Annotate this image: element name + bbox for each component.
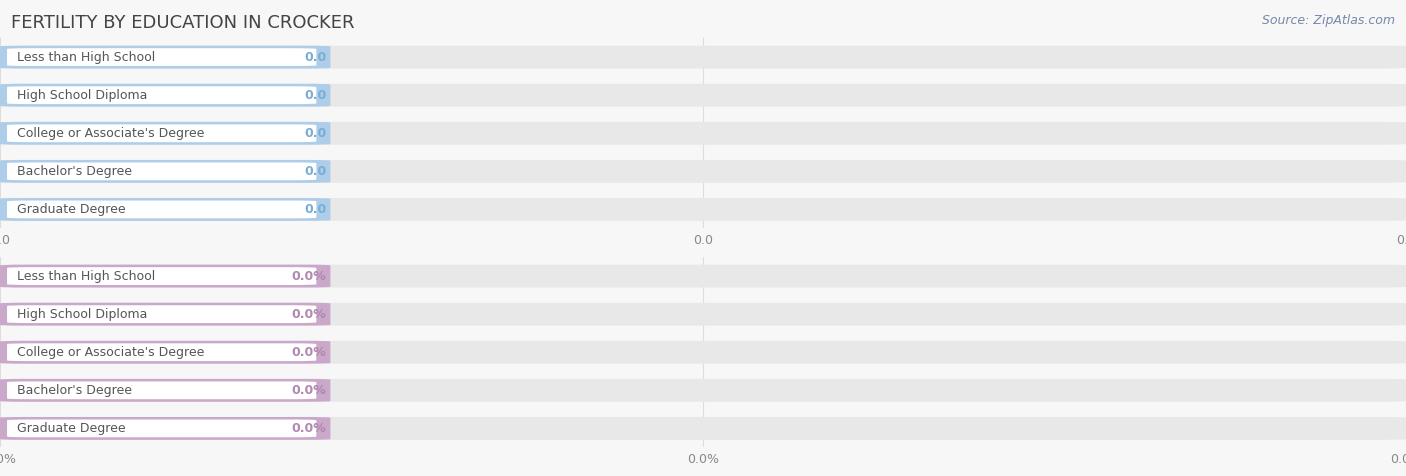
Text: Bachelor's Degree: Bachelor's Degree xyxy=(17,165,132,178)
Text: 0.0: 0.0 xyxy=(304,127,326,140)
FancyBboxPatch shape xyxy=(7,381,316,399)
FancyBboxPatch shape xyxy=(7,162,316,180)
Text: 0.0%: 0.0% xyxy=(291,307,326,321)
Text: College or Associate's Degree: College or Associate's Degree xyxy=(17,346,204,359)
Text: 0.0%: 0.0% xyxy=(291,422,326,435)
Text: Graduate Degree: Graduate Degree xyxy=(17,422,125,435)
FancyBboxPatch shape xyxy=(7,48,316,66)
FancyBboxPatch shape xyxy=(7,305,316,323)
FancyBboxPatch shape xyxy=(0,46,330,69)
FancyBboxPatch shape xyxy=(0,46,1406,69)
FancyBboxPatch shape xyxy=(7,419,316,437)
FancyBboxPatch shape xyxy=(0,265,330,288)
Text: College or Associate's Degree: College or Associate's Degree xyxy=(17,127,204,140)
FancyBboxPatch shape xyxy=(7,267,316,285)
FancyBboxPatch shape xyxy=(0,160,1406,183)
Text: 0.0%: 0.0% xyxy=(291,346,326,359)
FancyBboxPatch shape xyxy=(7,86,316,104)
Text: 0.0: 0.0 xyxy=(304,50,326,64)
Text: 0.0: 0.0 xyxy=(304,165,326,178)
FancyBboxPatch shape xyxy=(7,343,316,361)
FancyBboxPatch shape xyxy=(0,160,330,183)
FancyBboxPatch shape xyxy=(7,124,316,142)
FancyBboxPatch shape xyxy=(7,200,316,218)
Text: 0.0: 0.0 xyxy=(304,203,326,216)
FancyBboxPatch shape xyxy=(0,379,330,402)
Text: FERTILITY BY EDUCATION IN CROCKER: FERTILITY BY EDUCATION IN CROCKER xyxy=(11,14,354,32)
FancyBboxPatch shape xyxy=(0,417,330,440)
Text: Less than High School: Less than High School xyxy=(17,50,155,64)
FancyBboxPatch shape xyxy=(0,341,1406,364)
Text: High School Diploma: High School Diploma xyxy=(17,307,148,321)
FancyBboxPatch shape xyxy=(0,122,1406,145)
Text: 0.0%: 0.0% xyxy=(291,384,326,397)
FancyBboxPatch shape xyxy=(0,198,330,221)
FancyBboxPatch shape xyxy=(0,84,330,107)
Text: 0.0%: 0.0% xyxy=(291,269,326,283)
Text: High School Diploma: High School Diploma xyxy=(17,89,148,102)
FancyBboxPatch shape xyxy=(0,379,1406,402)
FancyBboxPatch shape xyxy=(0,303,330,326)
FancyBboxPatch shape xyxy=(0,417,1406,440)
FancyBboxPatch shape xyxy=(0,341,330,364)
Text: Less than High School: Less than High School xyxy=(17,269,155,283)
FancyBboxPatch shape xyxy=(0,198,1406,221)
FancyBboxPatch shape xyxy=(0,84,1406,107)
Text: Bachelor's Degree: Bachelor's Degree xyxy=(17,384,132,397)
FancyBboxPatch shape xyxy=(0,265,1406,288)
Text: Source: ZipAtlas.com: Source: ZipAtlas.com xyxy=(1261,14,1395,27)
FancyBboxPatch shape xyxy=(0,303,1406,326)
Text: 0.0: 0.0 xyxy=(304,89,326,102)
FancyBboxPatch shape xyxy=(0,122,330,145)
Text: Graduate Degree: Graduate Degree xyxy=(17,203,125,216)
